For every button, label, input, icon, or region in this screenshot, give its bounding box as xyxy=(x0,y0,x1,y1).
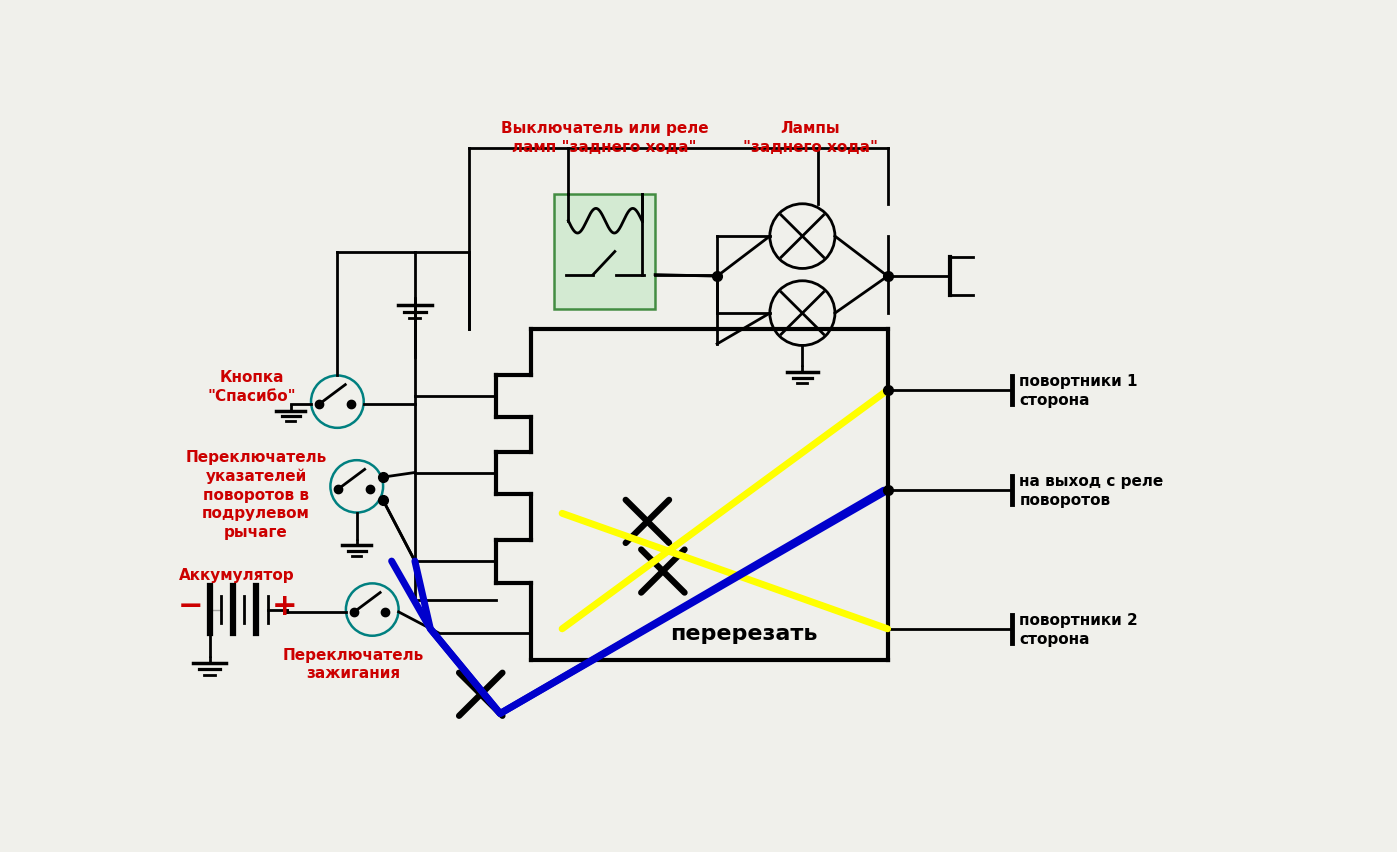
Text: Переключатель
указателей
поворотов в
подрулевом
рычаге: Переключатель указателей поворотов в под… xyxy=(186,450,327,539)
Text: Выключатель или реле
ламп "заднего хода": Выключатель или реле ламп "заднего хода" xyxy=(502,121,708,154)
Text: повортники 2
сторона: повортники 2 сторона xyxy=(1020,613,1139,646)
Text: перерезать: перерезать xyxy=(671,623,819,643)
Bar xyxy=(555,194,655,310)
Text: +: + xyxy=(272,591,298,620)
Text: на выход с реле
поворотов: на выход с реле поворотов xyxy=(1020,474,1164,508)
Text: Кнопка
"Спасибо": Кнопка "Спасибо" xyxy=(208,370,296,404)
Text: Аккумулятор: Аккумулятор xyxy=(179,567,295,583)
Text: −: − xyxy=(177,591,203,620)
Text: Лампы
"заднего хода": Лампы "заднего хода" xyxy=(743,121,877,154)
Text: Переключатель
зажигания: Переключатель зажигания xyxy=(282,647,423,681)
Text: повортники 1
сторона: повортники 1 сторона xyxy=(1020,374,1139,407)
